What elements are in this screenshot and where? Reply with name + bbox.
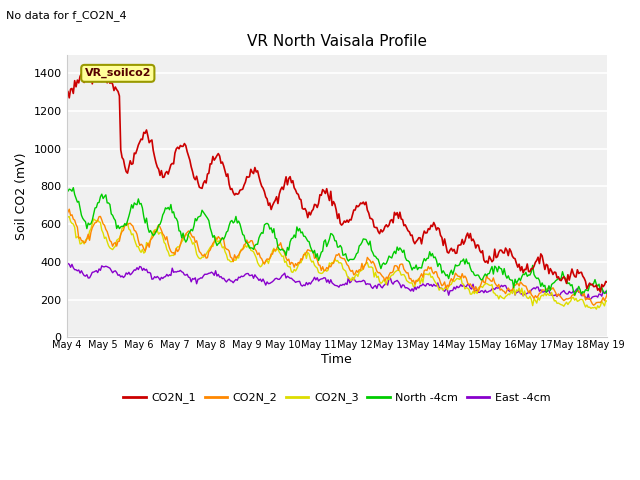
Y-axis label: Soil CO2 (mV): Soil CO2 (mV) — [15, 152, 28, 240]
Legend: CO2N_1, CO2N_2, CO2N_3, North -4cm, East -4cm: CO2N_1, CO2N_2, CO2N_3, North -4cm, East… — [119, 388, 555, 408]
Title: VR North Vaisala Profile: VR North Vaisala Profile — [247, 34, 427, 49]
Text: No data for f_CO2N_4: No data for f_CO2N_4 — [6, 10, 127, 21]
Text: VR_soilco2: VR_soilco2 — [84, 68, 151, 78]
X-axis label: Time: Time — [321, 353, 352, 366]
